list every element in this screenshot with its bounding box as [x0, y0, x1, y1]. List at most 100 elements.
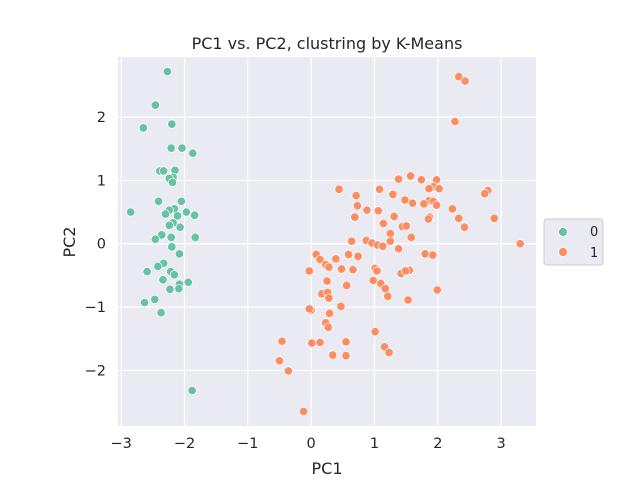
data-point-cluster-0	[181, 207, 191, 217]
data-point-cluster-1	[368, 275, 378, 285]
data-point-cluster-1	[432, 200, 442, 210]
x-tick-label: 3	[497, 436, 506, 452]
data-point-cluster-0	[167, 177, 178, 187]
x-tick-label: 2	[433, 436, 442, 452]
data-point-cluster-0	[166, 143, 176, 153]
data-point-cluster-1	[447, 204, 457, 214]
plot-background	[118, 57, 536, 426]
data-point-cluster-0	[190, 232, 200, 242]
data-point-cluster-0	[183, 277, 193, 287]
y-tick-label: −1	[85, 300, 106, 316]
data-point-cluster-1	[351, 191, 361, 201]
data-point-cluster-1	[423, 214, 433, 224]
data-point-cluster-0	[175, 222, 185, 232]
data-point-cluster-1	[460, 76, 470, 86]
data-point-cluster-0	[140, 298, 150, 308]
data-point-cluster-0	[156, 308, 166, 318]
data-point-cluster-1	[424, 184, 434, 194]
data-point-cluster-0	[164, 220, 174, 230]
data-point-cluster-1	[378, 241, 388, 251]
data-point-cluster-0	[176, 196, 186, 206]
data-point-cluster-1	[283, 366, 293, 376]
legend-label-1: 1	[590, 246, 598, 261]
data-point-cluster-1	[401, 221, 411, 231]
data-point-cluster-1	[341, 337, 351, 347]
data-point-cluster-1	[375, 184, 385, 194]
data-point-cluster-1	[341, 351, 351, 361]
data-point-cluster-1	[299, 406, 309, 416]
data-point-cluster-1	[489, 213, 499, 223]
data-point-cluster-1	[394, 174, 404, 184]
data-point-cluster-0	[162, 67, 172, 77]
data-point-cluster-1	[274, 356, 285, 366]
data-point-cluster-0	[166, 232, 176, 242]
data-points	[126, 67, 525, 416]
data-point-cluster-0	[190, 210, 200, 220]
data-point-cluster-1	[372, 266, 382, 276]
data-point-cluster-1	[331, 254, 341, 264]
data-point-cluster-1	[324, 293, 334, 303]
data-point-cluster-0	[142, 267, 152, 277]
data-point-cluster-1	[454, 72, 464, 82]
data-point-cluster-1	[400, 266, 411, 276]
data-point-cluster-0	[157, 230, 167, 240]
data-point-cluster-1	[352, 201, 362, 211]
y-tick-label: 1	[97, 173, 106, 189]
data-point-cluster-1	[383, 291, 393, 301]
legend-marker-0	[558, 227, 568, 237]
data-point-cluster-0	[138, 123, 148, 133]
data-point-cluster-1	[342, 280, 352, 291]
data-point-cluster-0	[150, 294, 160, 304]
data-point-cluster-1	[420, 249, 430, 259]
data-point-cluster-1	[343, 249, 354, 260]
data-point-cluster-1	[347, 236, 357, 246]
data-point-cluster-1	[515, 239, 525, 249]
data-point-cluster-1	[307, 338, 317, 348]
legend-label-0: 0	[590, 225, 598, 240]
data-point-cluster-1	[385, 229, 395, 239]
data-point-cluster-0	[172, 211, 183, 221]
data-point-cluster-1	[324, 308, 335, 318]
data-point-cluster-1	[323, 322, 333, 332]
x-tick-label: −2	[174, 436, 195, 452]
data-point-cluster-0	[169, 270, 179, 280]
data-point-cluster-0	[150, 234, 160, 244]
data-point-cluster-0	[177, 143, 187, 153]
data-point-cluster-1	[324, 262, 334, 272]
data-point-cluster-0	[160, 209, 171, 219]
data-point-cluster-1	[407, 198, 418, 208]
data-point-cluster-0	[159, 166, 169, 176]
grid-lines	[118, 57, 536, 426]
data-point-cluster-0	[158, 275, 168, 285]
x-axis-label: PC1	[312, 459, 343, 478]
data-point-cluster-1	[304, 304, 314, 314]
y-tick-label: −2	[85, 363, 106, 379]
data-point-cluster-1	[380, 284, 390, 294]
data-point-cluster-1	[385, 236, 395, 246]
x-tick-labels: −3 −2 −1 0 1 2 3	[110, 436, 505, 452]
data-point-cluster-1	[388, 189, 398, 199]
data-point-cluster-1	[334, 184, 344, 194]
data-point-cluster-1	[394, 244, 404, 254]
data-point-cluster-1	[384, 348, 394, 358]
data-point-cluster-0	[188, 148, 198, 158]
data-point-cluster-1	[373, 206, 383, 216]
y-tick-label: 0	[97, 237, 106, 253]
x-tick-label: 0	[307, 436, 316, 452]
data-point-cluster-0	[174, 284, 184, 294]
data-point-cluster-1	[400, 195, 410, 205]
y-tick-label: 2	[97, 110, 106, 126]
data-point-cluster-1	[362, 205, 372, 215]
data-point-cluster-1	[406, 232, 416, 242]
data-point-cluster-1	[428, 250, 438, 260]
x-tick-label: 1	[370, 436, 379, 452]
data-point-cluster-1	[336, 301, 346, 311]
data-point-cluster-1	[459, 222, 469, 232]
data-point-cluster-1	[315, 337, 325, 348]
data-point-cluster-1	[315, 254, 325, 265]
data-point-cluster-0	[167, 119, 177, 129]
data-point-cluster-1	[406, 171, 416, 181]
data-point-cluster-1	[370, 327, 380, 337]
data-point-cluster-1	[337, 264, 347, 274]
